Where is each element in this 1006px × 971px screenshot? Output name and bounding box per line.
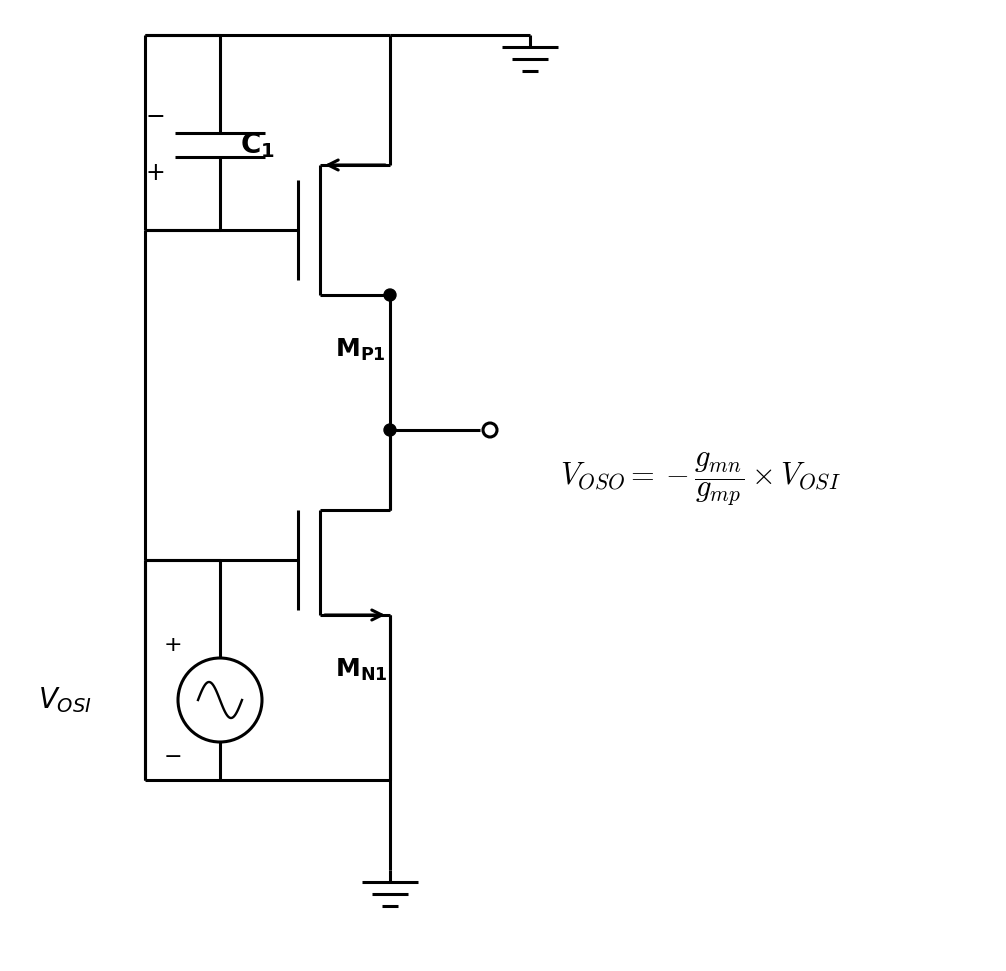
Text: $\mathbf{M_{P1}}$: $\mathbf{M_{P1}}$	[335, 337, 386, 363]
Circle shape	[384, 424, 396, 436]
Text: $V_{OSO} = -\dfrac{g_{mn}}{g_{mp}} \times V_{OSI}$: $V_{OSO} = -\dfrac{g_{mn}}{g_{mp}} \time…	[560, 452, 841, 508]
Text: $\mathbf{M_{N1}}$: $\mathbf{M_{N1}}$	[335, 657, 387, 684]
Text: $V_{OSI}$: $V_{OSI}$	[38, 686, 92, 715]
Text: $-$: $-$	[145, 103, 165, 127]
Text: $\mathbf{C_1}$: $\mathbf{C_1}$	[240, 130, 275, 160]
Text: $+$: $+$	[163, 635, 181, 655]
Text: $-$: $-$	[163, 745, 181, 765]
Circle shape	[384, 289, 396, 301]
Text: $+$: $+$	[146, 161, 165, 185]
